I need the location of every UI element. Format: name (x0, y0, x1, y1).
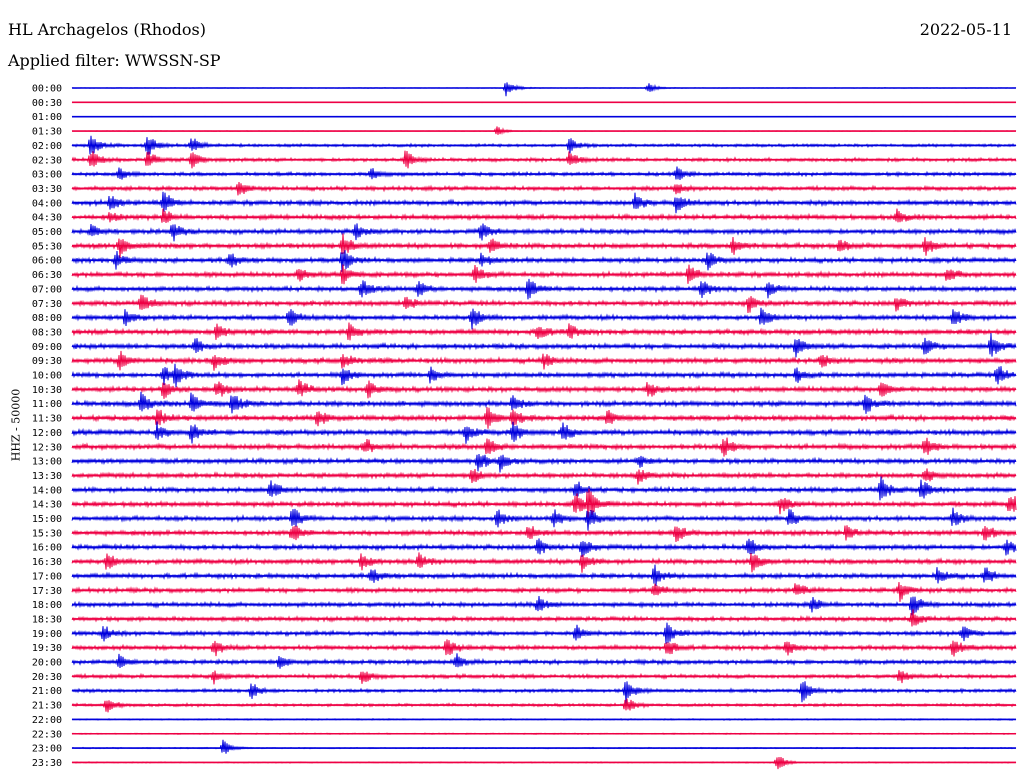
time-label: 14:00 (32, 485, 62, 496)
time-label: 21:00 (32, 686, 62, 697)
time-label: 01:30 (32, 127, 62, 138)
time-label: 09:00 (32, 342, 62, 353)
time-label: 17:30 (32, 586, 62, 597)
time-label: 15:00 (32, 514, 62, 525)
time-label: 12:00 (32, 428, 62, 439)
trace-row (71, 681, 1017, 704)
station-name: HL Archagelos (Rhodos) (8, 20, 206, 39)
applied-filter: Applied filter: WWSSN-SP (8, 51, 221, 70)
trace-row (71, 250, 1017, 272)
time-label: 19:00 (32, 629, 62, 640)
time-labels: 00:00 00:30 01:00 01:30 02:00 02:30 03:00 03:30… (32, 84, 62, 769)
time-label: 08:00 (32, 313, 62, 324)
trace-row (71, 476, 1017, 501)
time-label: 04:30 (32, 213, 62, 224)
time-label: 05:00 (32, 227, 62, 238)
trace-row (71, 223, 1017, 242)
time-label: 10:30 (32, 385, 62, 396)
time-label: 22:30 (32, 729, 62, 740)
trace-row (71, 468, 1017, 485)
time-label: 22:00 (32, 715, 62, 726)
trace-row (71, 595, 1017, 616)
trace-row (71, 525, 1017, 543)
time-label: 20:30 (32, 672, 62, 683)
trace-row (71, 322, 1017, 341)
time-label: 05:30 (32, 241, 62, 252)
time-label: 03:00 (32, 170, 62, 181)
seismic-traces (71, 82, 1017, 770)
trace-row (71, 391, 1017, 414)
trace-row (71, 166, 1017, 180)
trace-row (71, 609, 1017, 627)
trace-row (71, 208, 1017, 223)
time-label: 06:00 (32, 256, 62, 267)
time-label: 03:30 (32, 184, 62, 195)
time-label: 18:30 (32, 614, 62, 625)
trace-row (71, 552, 1017, 573)
trace-row (71, 582, 1017, 602)
trace-row (71, 653, 1017, 669)
trace-row (71, 670, 1017, 685)
time-label: 16:30 (32, 557, 62, 568)
time-label: 18:00 (32, 600, 62, 611)
time-label: 06:30 (32, 270, 62, 281)
time-label: 04:00 (32, 198, 62, 209)
trace-row (71, 453, 1017, 473)
time-label: 11:00 (32, 399, 62, 410)
time-label: 23:00 (32, 744, 62, 755)
time-label: 02:30 (32, 155, 62, 166)
time-label: 00:00 (32, 84, 62, 95)
time-label: 23:30 (32, 758, 62, 769)
trace-row (71, 82, 1017, 97)
time-label: 13:00 (32, 457, 62, 468)
time-label: 13:30 (32, 471, 62, 482)
time-label: 12:30 (32, 442, 62, 453)
time-label: 16:00 (32, 543, 62, 554)
time-label: 02:00 (32, 141, 62, 152)
time-label: 17:00 (32, 571, 62, 582)
time-label: 01:00 (32, 112, 62, 123)
time-label: 15:30 (32, 528, 62, 539)
time-label: 07:30 (32, 299, 62, 310)
time-label: 20:00 (32, 658, 62, 669)
time-label: 10:00 (32, 371, 62, 382)
time-label: 08:30 (32, 327, 62, 338)
time-label: 07:00 (32, 284, 62, 295)
time-label: 09:30 (32, 356, 62, 367)
time-label: 11:30 (32, 414, 62, 425)
trace-row (71, 307, 1017, 330)
time-label: 19:30 (32, 643, 62, 654)
time-label: 00:30 (32, 98, 62, 109)
record-date: 2022-05-11 (919, 20, 1012, 39)
time-label: 21:30 (32, 701, 62, 712)
trace-row (71, 739, 1017, 754)
time-label: 14:30 (32, 500, 62, 511)
